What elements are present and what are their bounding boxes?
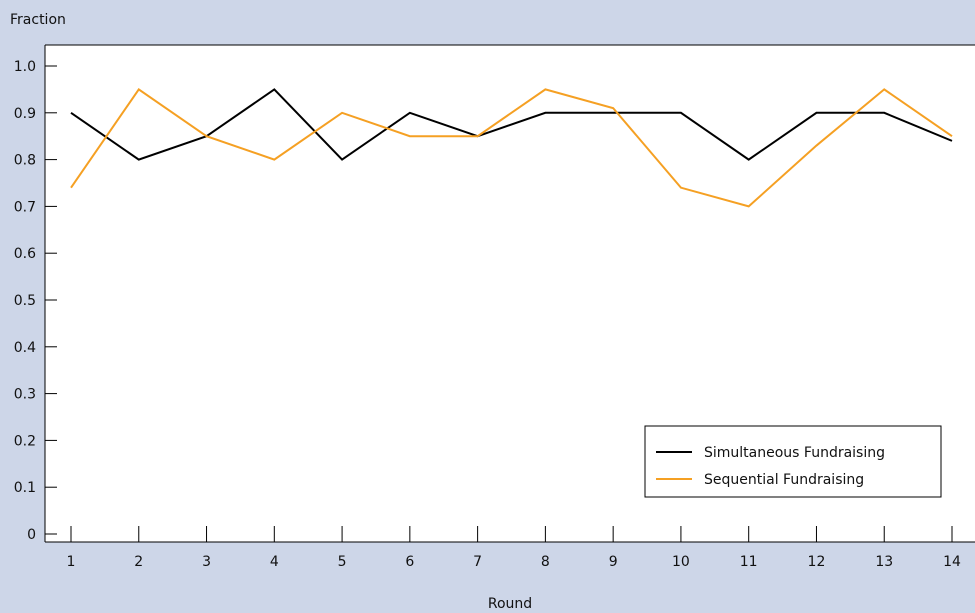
x-tick-label: 13 bbox=[875, 554, 893, 570]
x-tick-label: 11 bbox=[740, 554, 758, 570]
x-axis-title: Round bbox=[488, 596, 532, 612]
x-tick-label: 5 bbox=[338, 554, 347, 570]
y-tick-label: 0.6 bbox=[14, 246, 36, 262]
x-tick-label: 6 bbox=[405, 554, 414, 570]
legend-box bbox=[644, 425, 942, 498]
y-tick-label: 0 bbox=[27, 527, 36, 543]
series-line-2 bbox=[70, 88, 953, 208]
y-tick-label: 0.9 bbox=[14, 106, 36, 122]
x-tick-label: 2 bbox=[134, 554, 143, 570]
y-axis-title: Fraction bbox=[10, 12, 66, 28]
y-tick-label: 0.1 bbox=[14, 480, 36, 496]
y-tick-label: 0.3 bbox=[14, 387, 36, 403]
x-tick-label: 14 bbox=[943, 554, 961, 570]
legend-label: Simultaneous Fundraising bbox=[704, 445, 885, 461]
x-tick-label: 7 bbox=[473, 554, 482, 570]
x-tick-label: 4 bbox=[270, 554, 279, 570]
y-tick-label: 0.5 bbox=[14, 293, 36, 309]
y-ticks: 0 0.1 0.2 0.3 0.4 0.5 0.6 0.7 0.8 0.9 1.0 bbox=[14, 59, 57, 543]
y-tick-label: 0.8 bbox=[14, 153, 36, 169]
legend: Simultaneous Fundraising Sequential Fundr… bbox=[644, 425, 942, 498]
x-tick-label: 9 bbox=[609, 554, 618, 570]
y-tick-label: 0.4 bbox=[14, 340, 36, 356]
series-lines bbox=[70, 88, 953, 208]
y-tick-label: 0.2 bbox=[14, 433, 36, 449]
x-tick-label: 12 bbox=[808, 554, 826, 570]
series-line-1 bbox=[70, 88, 953, 161]
x-tick-label: 1 bbox=[67, 554, 76, 570]
y-tick-label: 0.7 bbox=[14, 199, 36, 215]
x-tick-label: 3 bbox=[202, 554, 211, 570]
legend-label: Sequential Fundraising bbox=[704, 472, 864, 488]
x-tick-label: 8 bbox=[541, 554, 550, 570]
y-tick-label: 1.0 bbox=[14, 59, 36, 75]
x-ticks: 1 2 3 4 5 6 7 8 9 10 11 12 13 14 bbox=[67, 526, 961, 570]
x-tick-label: 10 bbox=[672, 554, 690, 570]
